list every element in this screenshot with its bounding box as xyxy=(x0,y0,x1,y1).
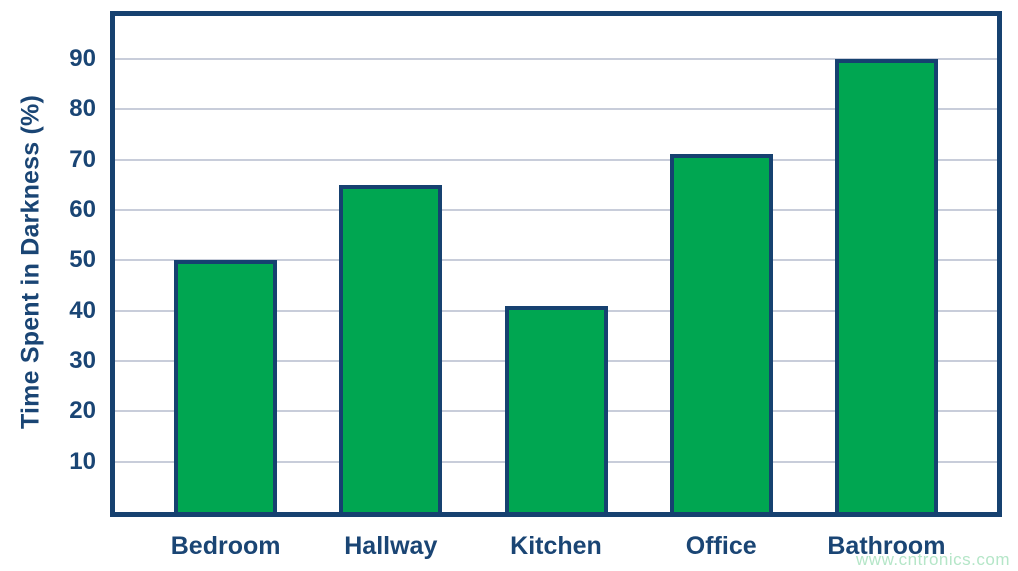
y-axis-tick-labels: 10 20 30 40 50 60 70 80 90 xyxy=(0,16,96,512)
bars-layer xyxy=(115,16,997,512)
bar-kitchen xyxy=(504,305,608,512)
bar-slot xyxy=(639,16,804,512)
bar-slot xyxy=(804,16,969,512)
y-tick-label: 60 xyxy=(69,195,96,223)
y-tick-label: 40 xyxy=(69,296,96,324)
y-tick-label: 70 xyxy=(69,145,96,173)
plot-area xyxy=(110,11,1002,517)
x-tick-label-hallway: Hallway xyxy=(344,532,438,560)
bar-office xyxy=(669,154,773,512)
gridline xyxy=(115,259,997,262)
y-tick-label: 50 xyxy=(69,246,96,274)
y-tick-label: 30 xyxy=(69,346,96,374)
watermark: www.cntronics.com xyxy=(856,550,1010,569)
y-tick-label: 10 xyxy=(69,447,96,475)
x-tick-label-kitchen: Kitchen xyxy=(510,532,602,560)
x-tick-label-office: Office xyxy=(685,532,757,560)
gridline xyxy=(115,208,997,211)
x-tick-label-bedroom: Bedroom xyxy=(170,532,281,560)
bar-slot xyxy=(473,16,638,512)
gridline xyxy=(115,108,997,111)
x-tick-label-bathroom: Bathroom xyxy=(827,532,946,560)
bar-bedroom xyxy=(174,260,278,512)
y-tick-label: 80 xyxy=(69,95,96,123)
bar-slot xyxy=(143,16,308,512)
gridline xyxy=(115,57,997,60)
gridline xyxy=(115,158,997,161)
bar-slot xyxy=(308,16,473,512)
bar-bathroom xyxy=(834,58,938,512)
y-tick-label: 20 xyxy=(69,397,96,425)
bar-hallway xyxy=(339,184,443,512)
x-axis-labels: Bedroom Hallway Kitchen Office Bathroom xyxy=(115,532,997,561)
y-tick-label: 90 xyxy=(69,44,96,72)
